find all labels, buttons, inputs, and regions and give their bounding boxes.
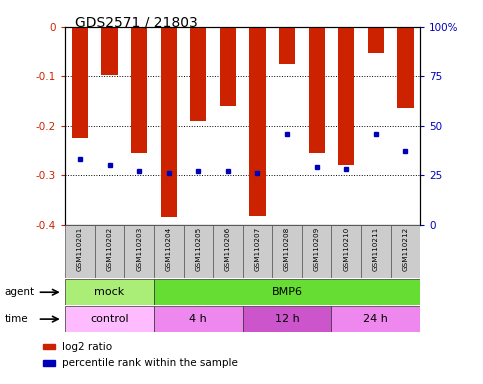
Bar	[154, 225, 184, 278]
Bar	[131, 27, 147, 153]
Text: 12 h: 12 h	[275, 314, 299, 324]
Bar	[65, 225, 95, 278]
Text: 24 h: 24 h	[363, 314, 388, 324]
Text: 4 h: 4 h	[189, 314, 207, 324]
Text: GSM110209: GSM110209	[313, 227, 320, 271]
Bar	[398, 27, 413, 108]
Text: GSM110203: GSM110203	[136, 227, 142, 271]
Bar	[95, 225, 125, 278]
Text: mock: mock	[95, 287, 125, 297]
Text: GSM110201: GSM110201	[77, 227, 83, 271]
Bar	[242, 306, 331, 332]
Text: GSM110211: GSM110211	[373, 227, 379, 271]
Bar	[279, 27, 295, 64]
Text: percentile rank within the sample: percentile rank within the sample	[62, 358, 238, 368]
Bar	[242, 225, 272, 278]
Bar	[65, 306, 154, 332]
Text: GSM110212: GSM110212	[402, 227, 409, 271]
Text: GSM110206: GSM110206	[225, 227, 231, 271]
Text: log2 ratio: log2 ratio	[62, 341, 112, 352]
Bar	[302, 225, 331, 278]
Bar	[190, 27, 206, 121]
Bar	[72, 27, 88, 138]
Text: GSM110208: GSM110208	[284, 227, 290, 271]
Bar	[154, 306, 243, 332]
Bar	[161, 27, 177, 217]
Text: GSM110210: GSM110210	[343, 227, 349, 271]
Bar	[154, 279, 420, 305]
Bar	[331, 306, 420, 332]
Text: agent: agent	[5, 287, 35, 297]
Bar	[272, 225, 302, 278]
Text: time: time	[5, 314, 28, 324]
Bar	[43, 360, 55, 366]
Bar	[43, 344, 55, 349]
Bar	[65, 279, 154, 305]
Bar	[249, 27, 266, 216]
Bar	[338, 27, 355, 166]
Bar	[368, 27, 384, 53]
Bar	[213, 225, 242, 278]
Bar	[184, 225, 213, 278]
Bar	[101, 27, 118, 75]
Text: BMP6: BMP6	[271, 287, 302, 297]
Text: GSM110205: GSM110205	[195, 227, 201, 271]
Text: GSM110202: GSM110202	[107, 227, 113, 271]
Bar	[220, 27, 236, 106]
Bar	[331, 225, 361, 278]
Bar	[391, 225, 420, 278]
Bar	[125, 225, 154, 278]
Text: GSM110207: GSM110207	[255, 227, 260, 271]
Bar	[309, 27, 325, 153]
Text: GDS2571 / 21803: GDS2571 / 21803	[75, 15, 198, 29]
Text: GSM110204: GSM110204	[166, 227, 172, 271]
Bar	[361, 225, 391, 278]
Text: control: control	[90, 314, 129, 324]
